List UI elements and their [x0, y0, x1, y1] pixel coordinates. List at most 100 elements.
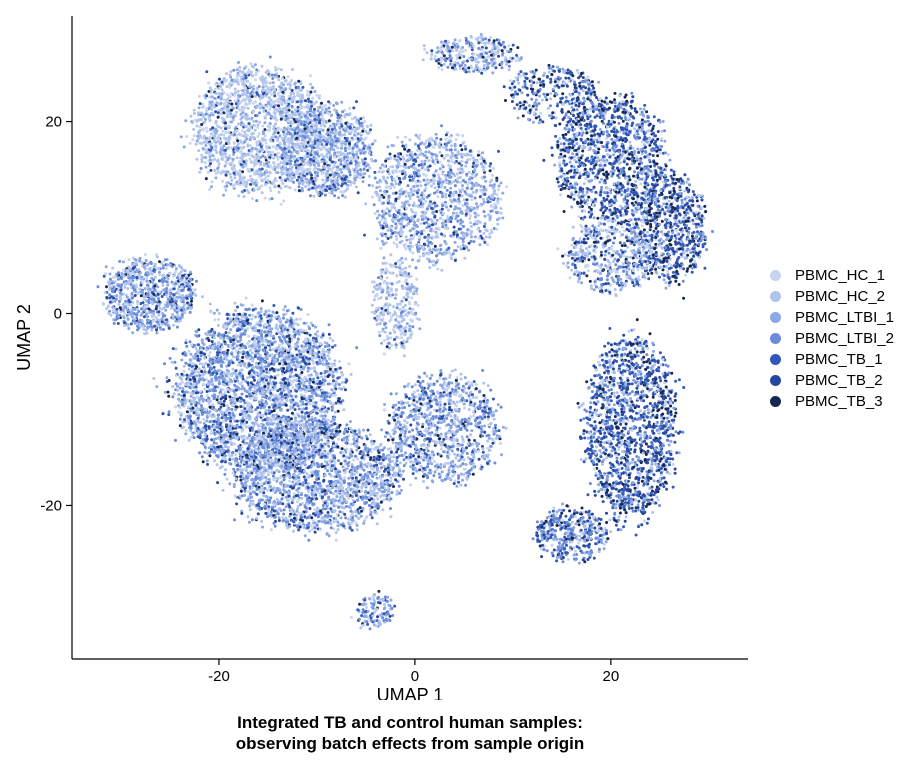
data-point: [399, 233, 403, 237]
data-point: [397, 307, 401, 311]
data-point: [316, 167, 320, 171]
data-point: [483, 68, 487, 72]
data-point: [539, 111, 543, 115]
data-point: [280, 156, 284, 160]
data-point: [256, 151, 260, 155]
data-point: [377, 198, 381, 202]
data-point: [486, 55, 490, 59]
data-point: [440, 252, 444, 256]
data-point: [230, 166, 234, 170]
data-point: [216, 115, 220, 119]
data-point: [321, 189, 325, 193]
data-point: [424, 216, 428, 220]
data-point: [214, 176, 218, 180]
data-point: [484, 37, 488, 41]
data-point: [372, 298, 376, 302]
data-point: [480, 71, 484, 75]
data-point: [234, 91, 237, 95]
data-point: [479, 162, 483, 166]
data-point: [269, 153, 273, 157]
data-point: [490, 42, 494, 46]
data-point: [395, 243, 399, 247]
data-point: [473, 215, 477, 219]
data-point: [259, 160, 263, 164]
data-point: [479, 189, 483, 193]
data-point: [272, 181, 276, 184]
data-point: [455, 56, 459, 60]
data-point: [493, 183, 496, 187]
data-point: [197, 111, 200, 115]
data-point: [364, 202, 368, 206]
data-point: [387, 341, 391, 345]
data-point: [384, 326, 388, 330]
data-point: [393, 296, 397, 300]
data-point: [246, 152, 250, 156]
data-point: [202, 140, 206, 144]
data-point: [359, 117, 363, 121]
data-point: [238, 69, 242, 73]
data-point: [444, 202, 448, 206]
data-point: [226, 170, 230, 174]
data-point: [442, 156, 446, 160]
data-point: [407, 156, 411, 160]
data-point: [234, 110, 238, 114]
data-point: [432, 263, 435, 267]
data-point: [472, 206, 476, 210]
data-point: [444, 242, 448, 246]
data-point: [273, 88, 276, 92]
data-point: [413, 142, 417, 146]
data-point: [418, 327, 422, 331]
data-point: [429, 202, 432, 206]
data-point: [447, 194, 451, 197]
data-point: [336, 146, 340, 150]
data-point: [368, 149, 372, 153]
data-point: [430, 242, 434, 246]
data-point: [394, 234, 398, 238]
data-point: [220, 171, 224, 175]
data-point: [293, 81, 297, 85]
data-point: [297, 185, 301, 189]
data-point: [293, 145, 297, 149]
data-point: [521, 114, 525, 118]
data-point: [482, 200, 486, 204]
data-point: [485, 51, 489, 55]
data-point: [408, 239, 412, 243]
data-point: [516, 116, 520, 120]
data-point: [394, 197, 398, 201]
data-point: [504, 55, 507, 59]
data-point: [227, 124, 231, 128]
data-point: [306, 93, 309, 97]
data-point: [411, 193, 415, 197]
data-point: [269, 139, 273, 143]
data-point: [452, 225, 456, 229]
data-point: [565, 84, 569, 88]
data-point: [380, 239, 384, 243]
data-point: [453, 148, 457, 152]
data-point: [320, 146, 324, 150]
data-point: [497, 54, 500, 58]
data-point: [430, 136, 433, 140]
data-point: [247, 168, 251, 172]
data-point: [284, 185, 287, 188]
data-point: [375, 216, 379, 220]
data-point: [220, 157, 224, 161]
data-point: [229, 81, 233, 85]
data-point: [443, 250, 447, 254]
data-point: [251, 110, 255, 114]
data-point: [487, 38, 491, 42]
data-point: [306, 152, 310, 155]
data-point: [454, 155, 458, 159]
data-point: [428, 164, 432, 168]
data-point: [310, 173, 313, 177]
data-point: [457, 197, 461, 201]
data-point: [228, 73, 232, 77]
data-point: [418, 255, 422, 259]
data-point: [382, 313, 386, 317]
data-point: [532, 75, 536, 79]
data-point: [476, 205, 479, 209]
data-point: [394, 312, 397, 315]
data-point: [306, 162, 310, 166]
data-point: [246, 79, 250, 83]
data-point: [247, 122, 251, 126]
data-point: [254, 78, 257, 82]
